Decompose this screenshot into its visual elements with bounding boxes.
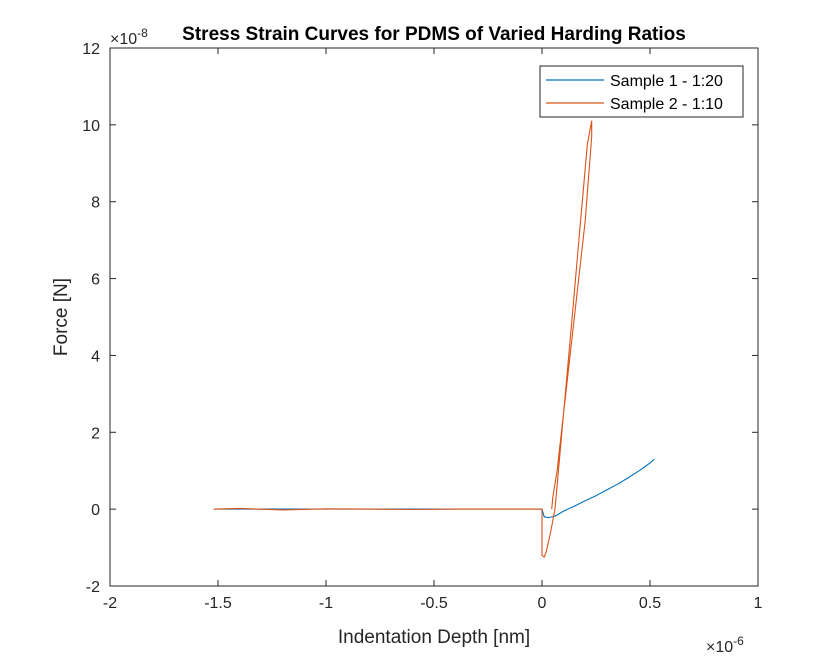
y-tick-label: 4 bbox=[91, 348, 100, 365]
y-tick-label: 2 bbox=[91, 425, 100, 442]
x-axis-label: Indentation Depth [nm] bbox=[338, 627, 530, 648]
series-line-sample-2 bbox=[213, 120, 593, 558]
y-tick-label: 8 bbox=[91, 195, 100, 212]
series-layer bbox=[213, 120, 655, 558]
x-axis-ticks: -2 -1.5 -1 -0.5 0 0.5 1 bbox=[103, 48, 763, 612]
y-tick-label: 6 bbox=[91, 272, 100, 289]
y-tick-label: 0 bbox=[91, 502, 100, 519]
y-axis-ticks: -2 0 2 4 6 8 10 12 bbox=[82, 41, 758, 596]
y-tick-label: 12 bbox=[82, 41, 100, 58]
x-tick-label: -1.5 bbox=[204, 595, 232, 612]
legend-label-sample-1: Sample 1 - 1:20 bbox=[610, 73, 723, 90]
legend-box bbox=[539, 65, 744, 118]
x-tick-label: 0 bbox=[538, 595, 547, 612]
x-tick-label: -0.5 bbox=[420, 595, 448, 612]
y-tick-label: 10 bbox=[82, 118, 100, 135]
legend: Sample 1 - 1:20 Sample 2 - 1:10 bbox=[539, 65, 744, 118]
x-tick-label: -2 bbox=[103, 595, 117, 612]
plot-area bbox=[110, 48, 758, 586]
x-tick-label: -1 bbox=[319, 595, 333, 612]
y-tick-label: -2 bbox=[86, 579, 100, 596]
legend-label-sample-2: Sample 2 - 1:10 bbox=[610, 96, 723, 113]
y-axis-label: Force [N] bbox=[51, 278, 72, 356]
x-tick-label: 0.5 bbox=[639, 595, 661, 612]
chart-title: Stress Strain Curves for PDMS of Varied … bbox=[182, 24, 686, 45]
x-exponent-label: ×10-6 bbox=[706, 634, 744, 656]
x-tick-label: 1 bbox=[754, 595, 763, 612]
y-exponent-label: ×10-8 bbox=[110, 26, 148, 48]
